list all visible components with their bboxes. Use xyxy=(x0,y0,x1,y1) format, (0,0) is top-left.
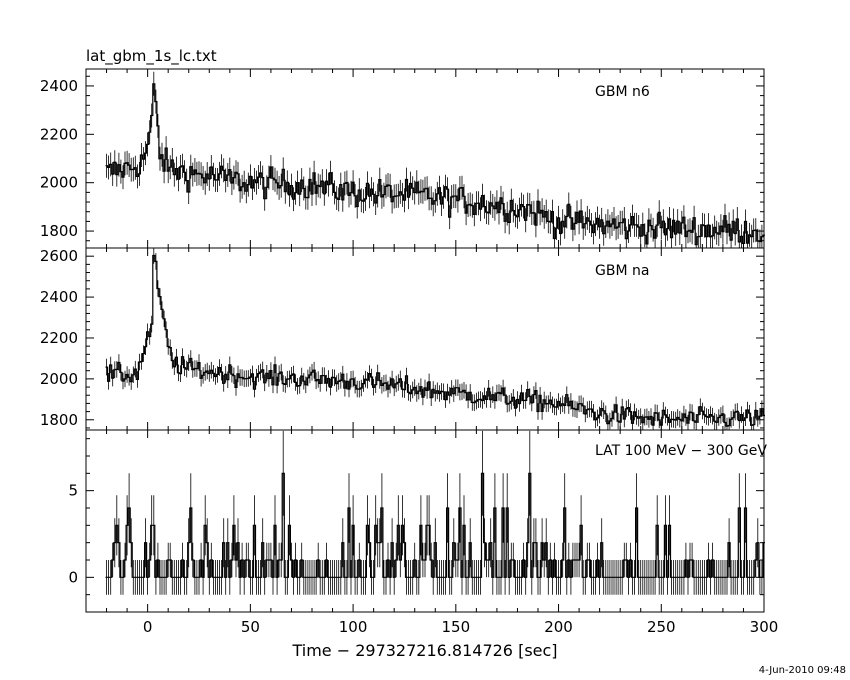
series-line xyxy=(105,254,765,427)
y-tick-label: 2000 xyxy=(40,370,78,388)
series-error-bars xyxy=(106,71,765,248)
x-tick-label: 0 xyxy=(143,618,153,636)
x-axis-label: Time − 297327216.814726 [sec] xyxy=(291,641,557,660)
series-line xyxy=(105,83,765,246)
y-tick-label: 5 xyxy=(68,482,78,500)
series-line xyxy=(105,472,765,578)
y-tick-label: 2400 xyxy=(40,288,78,306)
x-tick-label: 100 xyxy=(339,618,368,636)
panel-frame xyxy=(85,247,765,431)
chart-title: lat_gbm_1s_lc.txt xyxy=(86,47,217,66)
panel-label: GBM na xyxy=(595,263,649,279)
y-tick-label: 2200 xyxy=(40,329,78,347)
y-tick-label: 0 xyxy=(68,568,78,586)
x-tick-label: 300 xyxy=(750,618,779,636)
panel-label: LAT 100 MeV − 300 GeV xyxy=(595,443,767,459)
date-stamp: 4-Jun-2010 09:48 xyxy=(759,665,846,676)
x-tick-label: 200 xyxy=(544,618,573,636)
x-tick-label: 250 xyxy=(647,618,676,636)
y-tick-label: 2000 xyxy=(40,174,78,192)
y-tick-label: 2200 xyxy=(40,125,78,143)
y-tick-label: 2400 xyxy=(40,77,78,95)
series-error-bars xyxy=(106,248,765,430)
panel-2: 1800 2000 2200 2400 2600 GBM na xyxy=(40,247,765,431)
y-tick-label: 1800 xyxy=(40,222,78,240)
x-tick-label: 150 xyxy=(441,618,470,636)
panel-3: 0 5 LAT 100 MeV − 300 GeV xyxy=(68,429,767,613)
panel-label: GBM n6 xyxy=(595,84,650,100)
panel-1: 1800 2000 2200 2400 GBM n6 xyxy=(40,68,765,249)
x-tick-label: 50 xyxy=(241,618,260,636)
y-tick-label: 2600 xyxy=(40,247,78,265)
y-tick-label: 1800 xyxy=(40,411,78,429)
